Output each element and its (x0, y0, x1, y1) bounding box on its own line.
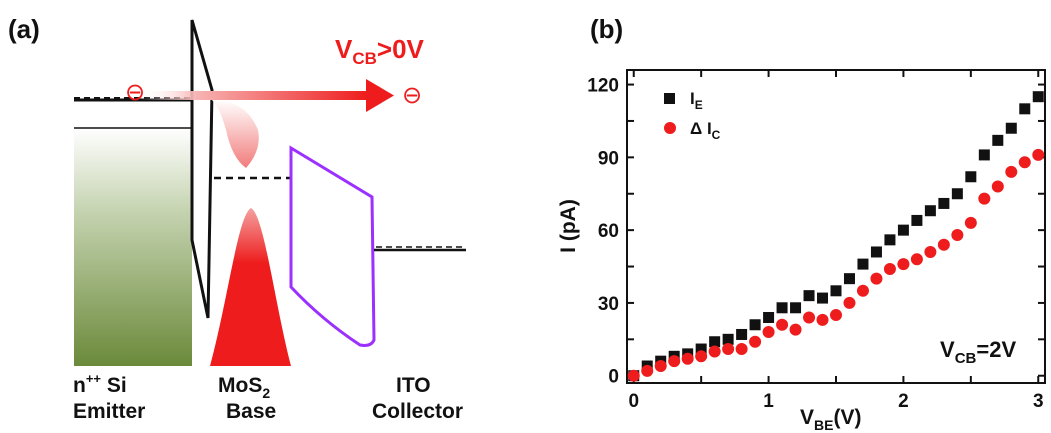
data-point-dic (830, 309, 842, 322)
data-point-dic (910, 253, 923, 266)
base-label-line2: Base (226, 400, 276, 423)
data-point-dic (951, 228, 964, 241)
data-point-ie (951, 188, 963, 200)
data-point-ie (924, 205, 936, 217)
data-point-dic (749, 335, 762, 348)
data-point-dic (627, 369, 640, 382)
bias-label: VCB>0V (335, 34, 425, 68)
data-point-dic (803, 311, 816, 324)
data-point-ie (830, 285, 842, 297)
data-point-ie (978, 149, 990, 161)
data-point-dic (668, 355, 681, 368)
data-point-ie (776, 302, 788, 314)
data-point-ie (790, 302, 802, 314)
data-point-ie (1032, 91, 1044, 103)
data-point-dic (924, 245, 937, 258)
data-point-dic (991, 180, 1004, 193)
data-point-dic (978, 192, 991, 205)
data-point-dic (762, 326, 775, 339)
data-point-ie (938, 197, 950, 209)
data-point-dic (681, 352, 694, 365)
x-tick-label: 3 (1033, 391, 1044, 412)
y-tick-label: 120 (587, 76, 619, 97)
y-tick-label: 60 (598, 221, 619, 242)
electron-icon-left: ⊖ (125, 79, 145, 106)
data-point-ie (965, 171, 977, 183)
emitter-block (74, 128, 192, 366)
tunnel-barrier (190, 19, 214, 319)
data-point-dic (897, 258, 910, 271)
base-conduction-valley (212, 100, 259, 168)
data-point-ie (843, 273, 855, 285)
data-point-dic (695, 350, 708, 363)
legend-label-ie: IE (690, 89, 703, 112)
panel-a: (a) ⊖ ⊖ VCB>0V n++ Si Emitter MoS2 Base … (8, 14, 466, 423)
base-label-line1: MoS2 (218, 374, 270, 401)
legend-marker-dic (664, 122, 676, 134)
x-tick-label: 2 (898, 391, 909, 412)
data-point-dic (708, 345, 721, 358)
data-point-dic (654, 360, 667, 373)
data-point-ie (857, 258, 869, 270)
data-point-ie (884, 234, 896, 246)
panel-a-label: (a) (8, 14, 40, 44)
data-point-dic (1018, 156, 1031, 169)
panel-b-label: (b) (590, 14, 623, 44)
emitter-label-line2: Emitter (73, 400, 145, 423)
data-point-dic (856, 284, 869, 297)
transport-arrow-head (366, 79, 394, 112)
legend-marker-ie (664, 93, 675, 104)
collector-label-line2: Collector (372, 400, 463, 423)
y-tick-label: 0 (608, 367, 619, 388)
data-point-ie (803, 290, 815, 302)
data-point-ie (763, 311, 775, 323)
data-point-ie (695, 343, 707, 355)
chart-annotation: VCB=2V (940, 337, 1016, 367)
data-point-dic (1005, 165, 1018, 178)
data-marks (627, 91, 1045, 382)
y-tick-label: 30 (598, 294, 619, 315)
data-point-dic (1032, 148, 1045, 161)
transport-arrow-shaft (140, 91, 368, 100)
data-point-dic (789, 323, 802, 336)
data-point-ie (992, 134, 1004, 146)
data-point-dic (641, 364, 654, 377)
x-tick-label: 1 (763, 391, 774, 412)
data-point-dic (964, 216, 977, 229)
legend: IE Δ IC (664, 89, 721, 142)
data-point-dic (722, 343, 735, 356)
electron-icon-right: ⊖ (402, 82, 422, 109)
data-point-dic (776, 318, 789, 331)
data-point-ie (736, 328, 748, 340)
collector-barrier (289, 145, 376, 347)
data-point-ie (709, 336, 721, 348)
data-point-ie (817, 292, 829, 304)
data-point-ie (1005, 122, 1017, 134)
collector-label-line1: ITO (396, 374, 431, 397)
legend-label-dic: Δ IC (690, 119, 721, 142)
base-valence-peak (210, 208, 291, 366)
y-tick-label: 90 (598, 148, 619, 169)
data-point-ie (897, 224, 909, 236)
data-point-dic (937, 238, 950, 251)
data-point-ie (749, 319, 761, 331)
data-point-ie (870, 246, 882, 258)
data-point-dic (870, 272, 883, 285)
y-axis-label: I (pA) (557, 199, 580, 253)
data-point-ie (1019, 103, 1031, 115)
data-point-dic (816, 313, 829, 326)
x-tick-label: 0 (628, 391, 639, 412)
data-point-dic (843, 296, 856, 309)
data-point-dic (735, 343, 748, 356)
x-axis-label: VBE(V) (800, 406, 861, 433)
data-point-ie (911, 214, 923, 226)
data-point-dic (883, 262, 896, 275)
emitter-label-line1: n++ Si (73, 371, 127, 397)
data-point-ie (722, 333, 734, 345)
